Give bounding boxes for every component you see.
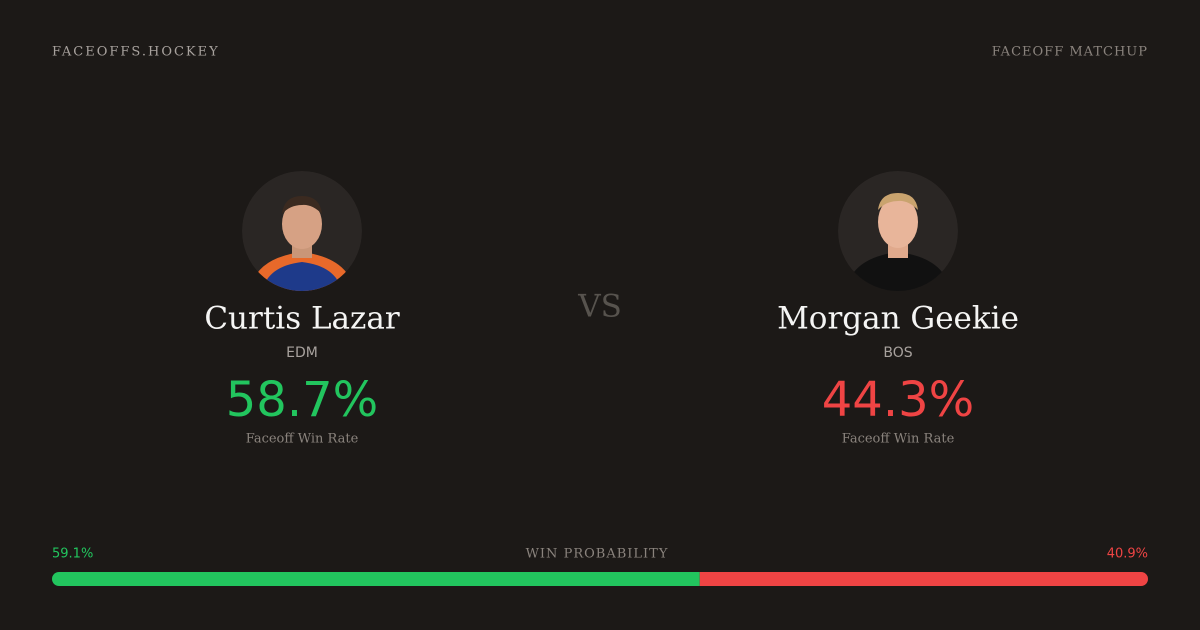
player-team: EDM [286, 345, 318, 361]
faceoff-rate: 44.3% [822, 372, 974, 428]
header-label: FACEOFF MATCHUP [992, 45, 1148, 60]
avatar [242, 171, 362, 291]
probability-title: WIN PROBABILITY [526, 547, 669, 562]
vs: VS [577, 289, 622, 325]
avatar [838, 171, 958, 291]
probability-label: 40.9% [1107, 547, 1148, 562]
probability-segment [699, 572, 1148, 586]
player-name: Morgan Geekie [777, 301, 1019, 337]
probability-segment [52, 572, 700, 586]
player-team: BOS [883, 345, 912, 361]
rate-label: Faceoff Win Rate [842, 432, 955, 447]
faceoff-rate: 58.7% [226, 372, 378, 428]
brand: FACEOFFS.HOCKEY [52, 45, 220, 60]
probability-bar [52, 572, 1148, 586]
rate-label: Faceoff Win Rate [246, 432, 359, 447]
probability-label: 59.1% [52, 547, 93, 562]
player-name: Curtis Lazar [204, 301, 400, 337]
